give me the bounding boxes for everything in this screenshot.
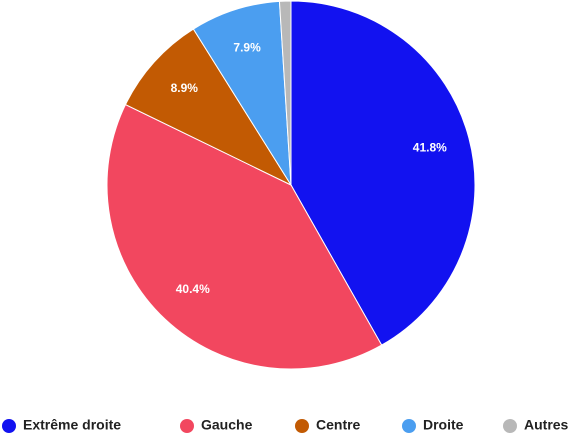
legend-label: Gauche (201, 417, 253, 433)
legend-label: Droite (423, 417, 464, 433)
legend-label: Extrême droite (23, 417, 121, 433)
pie-slice (106, 103, 383, 370)
legend-label: Centre (316, 417, 361, 433)
pie-slice (192, 0, 292, 186)
pie-slice (124, 28, 293, 187)
legend-label: Autres (524, 417, 569, 433)
data-label: 41.8% (413, 141, 447, 155)
legend-marker (2, 419, 16, 433)
data-label: 40.4% (176, 282, 210, 296)
legend-marker (402, 419, 416, 433)
data-label: 8.9% (171, 81, 199, 95)
legend-marker (295, 419, 309, 433)
legend-marker (180, 419, 194, 433)
pie-slice (290, 0, 476, 346)
pie-slice (278, 0, 292, 186)
data-label: 7.9% (233, 41, 261, 55)
legend-marker (503, 419, 517, 433)
